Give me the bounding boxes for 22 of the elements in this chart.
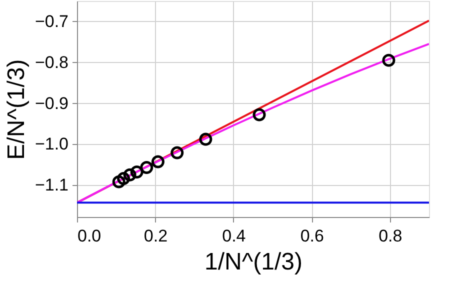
point	[151, 155, 164, 168]
y-axis-title: E/N^(1/3)	[2, 59, 30, 160]
point	[112, 175, 126, 188]
point	[170, 146, 184, 160]
y-tick-label: −0.9	[34, 94, 68, 113]
x-tick-label: 0.4	[222, 226, 246, 246]
point	[130, 166, 144, 178]
point	[252, 108, 266, 122]
point	[382, 54, 396, 67]
y-tick-label: −0.8	[34, 52, 68, 72]
y-tick-label: −1.1	[34, 176, 68, 195]
x-tick-label: 0.0	[78, 226, 102, 246]
point	[140, 161, 154, 174]
x-tick-label: 0.2	[144, 226, 168, 246]
x-tick-label: 0.8	[378, 226, 402, 246]
x-axis-title: 1/N^(1/3)	[204, 248, 302, 276]
x-tick-label: 0.6	[300, 226, 324, 246]
y-tick-label: −1.0	[34, 134, 68, 154]
point	[199, 132, 212, 146]
point	[123, 168, 136, 182]
point	[117, 172, 130, 186]
y-tick-label: −0.7	[34, 12, 68, 31]
